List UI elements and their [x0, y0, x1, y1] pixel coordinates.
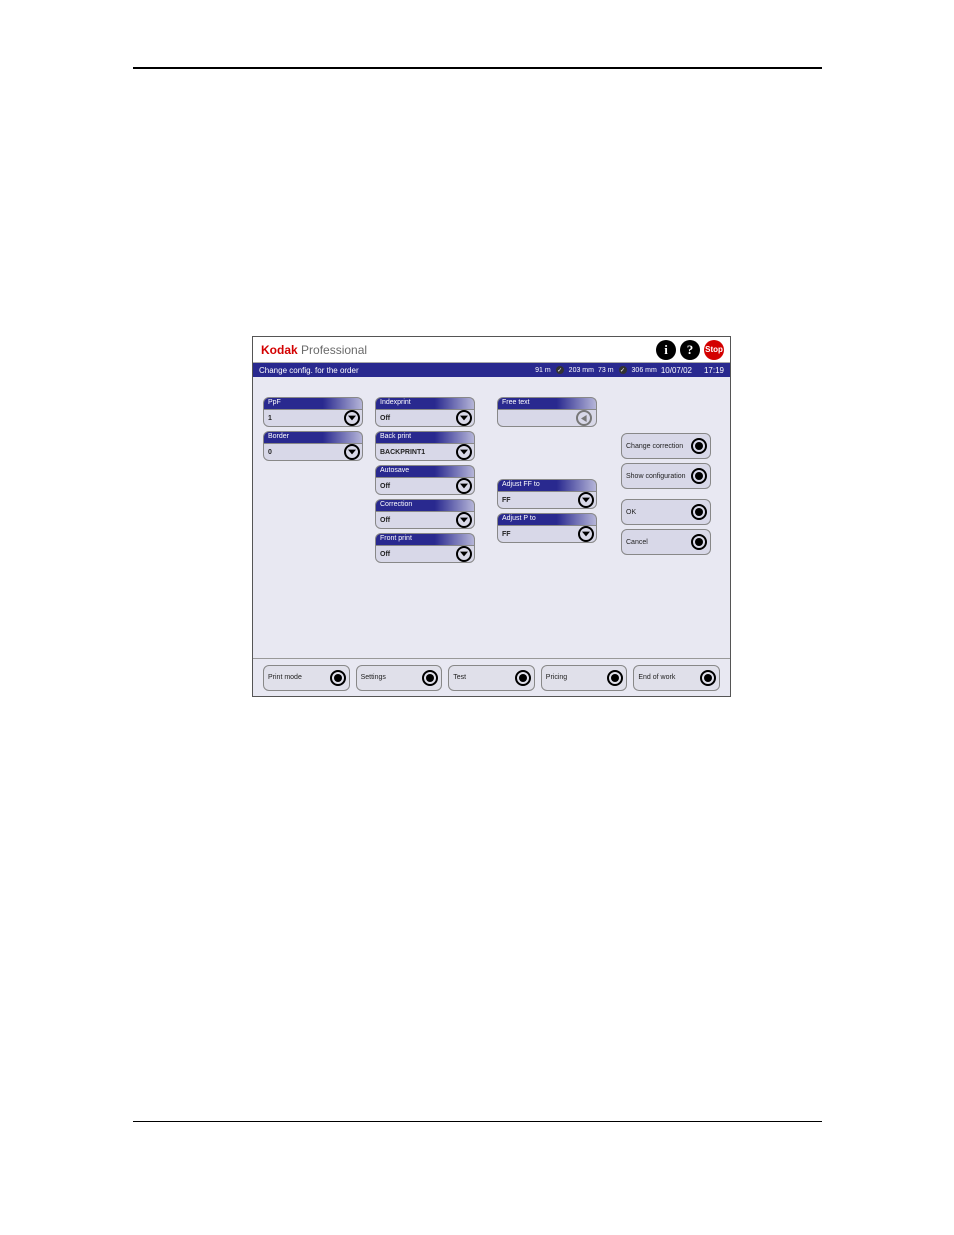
help-icon[interactable]: ? — [680, 340, 700, 360]
titlebar-status: 91 m ✓ 203 mm 73 m ✓ 306 mm 10/07/02 17:… — [535, 366, 724, 375]
ppf-label: PpF — [263, 397, 363, 409]
stop-button[interactable]: Stop — [704, 340, 724, 360]
round-button-icon — [330, 670, 346, 686]
correction-label: Correction — [375, 499, 475, 511]
paper-status-2b: 306 mm — [632, 367, 657, 374]
back-arrow-icon[interactable] — [576, 410, 592, 426]
adjustff-field: Adjust FF to FF — [497, 479, 597, 509]
autosave-label: Autosave — [375, 465, 475, 477]
info-icon[interactable]: i — [656, 340, 676, 360]
correction-value[interactable]: Off — [375, 511, 475, 529]
round-button-icon — [422, 670, 438, 686]
adjustp-field: Adjust P to FF — [497, 513, 597, 543]
frontprint-label: Front print — [375, 533, 475, 545]
adjustp-value[interactable]: FF — [497, 525, 597, 543]
brand-gray: Professional — [298, 343, 367, 357]
paper-status-1b: 203 mm — [569, 367, 594, 374]
dropdown-icon[interactable] — [344, 410, 360, 426]
end-of-work-button[interactable]: End of work — [633, 665, 720, 691]
status-dot-icon: ✓ — [619, 366, 627, 374]
indexprint-label: Indexprint — [375, 397, 475, 409]
correction-field: Correction Off — [375, 499, 475, 529]
border-label: Border — [263, 431, 363, 443]
frontprint-value[interactable]: Off — [375, 545, 475, 563]
dropdown-icon[interactable] — [578, 526, 594, 542]
autosave-value[interactable]: Off — [375, 477, 475, 495]
dropdown-icon[interactable] — [578, 492, 594, 508]
column-4: Change correction Show configuration OK … — [621, 397, 711, 563]
footer-bar: Print mode Settings Test Pricing End of … — [253, 658, 730, 696]
print-mode-button[interactable]: Print mode — [263, 665, 350, 691]
dropdown-icon[interactable] — [344, 444, 360, 460]
indexprint-value[interactable]: Off — [375, 409, 475, 427]
ok-button[interactable]: OK — [621, 499, 711, 525]
titlebar-title: Change config. for the order — [259, 366, 359, 375]
column-1: PpF 1 Border 0 — [263, 397, 363, 563]
date: 10/07/02 — [661, 366, 692, 375]
ppf-value[interactable]: 1 — [263, 409, 363, 427]
show-configuration-button[interactable]: Show configuration — [621, 463, 711, 489]
backprint-field: Back print BACKPRINT1 — [375, 431, 475, 461]
backprint-value[interactable]: BACKPRINT1 — [375, 443, 475, 461]
app-window: Kodak Professional i ? Stop Change confi… — [252, 336, 731, 697]
frontprint-field: Front print Off — [375, 533, 475, 563]
dropdown-icon[interactable] — [456, 444, 472, 460]
backprint-label: Back print — [375, 431, 475, 443]
dropdown-icon[interactable] — [456, 478, 472, 494]
page-rule-bottom — [133, 1121, 822, 1122]
page-rule-top — [133, 67, 822, 69]
cancel-button[interactable]: Cancel — [621, 529, 711, 555]
freetext-label: Free text — [497, 397, 597, 409]
round-button-icon — [691, 468, 707, 484]
border-field: Border 0 — [263, 431, 363, 461]
status-dot-icon: ✓ — [556, 366, 564, 374]
brand-red: Kodak — [261, 343, 298, 357]
settings-button[interactable]: Settings — [356, 665, 443, 691]
time: 17:19 — [704, 366, 724, 375]
app-header: Kodak Professional i ? Stop — [253, 337, 730, 363]
config-body: PpF 1 Border 0 Indexprint — [253, 377, 730, 658]
column-3: Free text Adjust FF to FF — [497, 397, 597, 563]
autosave-field: Autosave Off — [375, 465, 475, 495]
test-button[interactable]: Test — [448, 665, 535, 691]
dropdown-icon[interactable] — [456, 512, 472, 528]
round-button-icon — [691, 534, 707, 550]
round-button-icon — [607, 670, 623, 686]
freetext-input[interactable] — [497, 409, 597, 427]
dropdown-icon[interactable] — [456, 546, 472, 562]
ppf-field: PpF 1 — [263, 397, 363, 427]
column-2: Indexprint Off Back print BACKPRINT1 Aut… — [375, 397, 475, 563]
freetext-field: Free text — [497, 397, 597, 427]
paper-status-1a: 91 m — [535, 367, 551, 374]
paper-status-2a: 73 m — [598, 367, 614, 374]
adjustff-value[interactable]: FF — [497, 491, 597, 509]
adjustp-label: Adjust P to — [497, 513, 597, 525]
indexprint-field: Indexprint Off — [375, 397, 475, 427]
round-button-icon — [691, 438, 707, 454]
border-value[interactable]: 0 — [263, 443, 363, 461]
round-button-icon — [515, 670, 531, 686]
round-button-icon — [691, 504, 707, 520]
pricing-button[interactable]: Pricing — [541, 665, 628, 691]
adjustff-label: Adjust FF to — [497, 479, 597, 491]
change-correction-button[interactable]: Change correction — [621, 433, 711, 459]
dropdown-icon[interactable] — [456, 410, 472, 426]
round-button-icon — [700, 670, 716, 686]
brand: Kodak Professional — [261, 343, 367, 357]
titlebar: Change config. for the order 91 m ✓ 203 … — [253, 363, 730, 377]
